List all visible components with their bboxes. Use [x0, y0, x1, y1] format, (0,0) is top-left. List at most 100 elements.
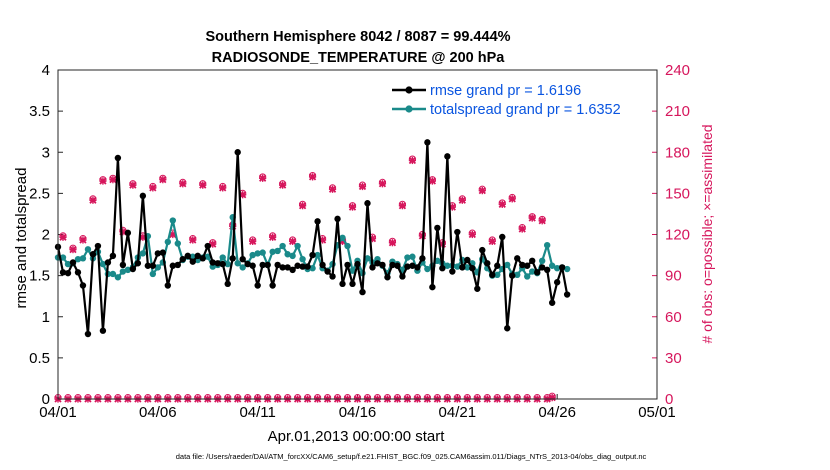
obs-assimilated-point	[498, 200, 506, 208]
totalspread-point	[169, 217, 177, 224]
obs-assimilated-point	[298, 202, 307, 210]
rmse-point	[214, 260, 221, 267]
rmse-point	[394, 262, 401, 269]
rmse-point	[289, 266, 296, 274]
rmse-point	[229, 255, 236, 262]
totalspread-point	[339, 234, 346, 241]
totalspread-point	[224, 260, 231, 268]
rmse-point	[309, 251, 316, 259]
rmse-point	[314, 218, 321, 225]
totalspread-point	[149, 270, 157, 278]
y-right-tick-label: 60	[665, 309, 682, 326]
totalspread-point	[309, 265, 316, 272]
x-axis: 04/01 04/06 04/11 04/16 04/21 04/26 05/01	[39, 394, 676, 421]
rmse-point	[509, 272, 516, 279]
obs-assimilated-point	[548, 393, 556, 402]
rmse-point	[319, 261, 326, 269]
obs-assimilated-point	[478, 186, 486, 195]
rmse-point	[439, 265, 446, 272]
totalspread-point	[514, 271, 521, 279]
obs-assimilated-point	[518, 225, 526, 233]
rmse-point	[104, 259, 112, 266]
rmse-series	[54, 139, 571, 338]
rmse-point	[524, 262, 531, 269]
rmse-point	[184, 252, 191, 260]
chart-title-line2: RADIOSONDE_TEMPERATURE @ 200 hPa	[212, 50, 506, 66]
rmse-point	[84, 330, 92, 338]
rmse-point	[274, 261, 281, 269]
obs-assimilated-point	[328, 185, 337, 193]
rmse-point	[534, 269, 541, 276]
totalspread-point	[404, 254, 411, 261]
totalspread-point	[344, 242, 351, 250]
rmse-point	[563, 291, 571, 298]
obs-assimilated-point	[348, 203, 357, 211]
legend-rmse-label: rmse grand pr = 1.6196	[430, 83, 581, 99]
obs-assimilated-point	[508, 195, 516, 203]
rmse-point	[264, 261, 271, 269]
rmse-point	[558, 264, 566, 271]
obs-assimilated-point	[149, 184, 157, 192]
totalspread-point	[174, 240, 181, 247]
rmse-point	[384, 274, 391, 281]
rmse-point	[419, 255, 426, 262]
obs-assimilated-point	[388, 239, 397, 247]
rmse-point	[89, 251, 97, 258]
totalspread-point	[164, 238, 172, 246]
totalspread-point	[294, 242, 301, 250]
rmse-point	[154, 250, 162, 257]
totalspread-point	[219, 254, 226, 261]
rmse-point	[79, 282, 87, 289]
rmse-point	[434, 224, 441, 232]
obs-assimilated-point	[129, 181, 137, 189]
totalspread-point	[563, 265, 571, 273]
rmse-point	[239, 255, 246, 263]
rmse-point	[199, 255, 206, 262]
rmse-point	[99, 327, 107, 334]
obs-assimilated-point	[278, 181, 287, 189]
y-right-tick-label: 180	[665, 144, 690, 161]
rmse-point	[269, 282, 276, 289]
rmse-point	[349, 280, 356, 288]
rmse-point	[284, 264, 291, 271]
rmse-point	[114, 154, 122, 162]
rmse-point	[169, 262, 177, 269]
right-y-axis: 0 30 60 90 120 150 180 210 240	[652, 62, 690, 408]
rmse-point	[543, 266, 551, 274]
totalspread-point	[494, 271, 501, 279]
rmse-point	[109, 252, 117, 260]
x-tick-label: 04/26	[538, 404, 576, 421]
x-tick-label: 04/16	[339, 404, 377, 421]
totalspread-point	[529, 268, 536, 275]
rmse-point	[144, 262, 152, 269]
rmse-point	[179, 255, 186, 263]
totalspread-point	[139, 250, 147, 257]
rmse-point	[194, 252, 201, 260]
obs-assimilated-point	[219, 184, 227, 192]
rmse-point	[219, 260, 226, 268]
legend-totalspread-label: totalspread grand pr = 1.6352	[430, 102, 621, 118]
rmse-point	[389, 261, 396, 269]
totalspread-point	[289, 252, 296, 260]
x-axis-label: Apr.01,2013 00:00:00 start	[268, 428, 446, 445]
totalspread-point	[464, 264, 471, 271]
totalspread-point	[543, 241, 551, 249]
totalspread-point	[204, 253, 211, 260]
x-tick-label: 05/01	[638, 404, 676, 421]
obs-assimilated-point	[378, 180, 387, 188]
obs-assimilated-point	[59, 233, 67, 241]
totalspread-point	[154, 264, 162, 271]
rmse-point	[59, 269, 67, 276]
rmse-point	[369, 264, 376, 271]
y-left-tick-label: 0.5	[29, 350, 50, 367]
x-tick-label: 04/21	[439, 404, 477, 421]
left-y-axis: 0 0.5 1 1.5 2 2.5 3 3.5 4	[29, 62, 63, 408]
rmse-point	[69, 259, 77, 266]
obs-assimilated-point	[458, 196, 466, 204]
x-tick-label: 04/06	[139, 404, 177, 421]
y-left-tick-label: 0	[42, 391, 50, 408]
y-axis-label-left: rmse and totalspread	[13, 168, 30, 309]
obs-assimilated-point	[468, 230, 476, 239]
rmse-point	[479, 246, 486, 254]
totalspread-point	[349, 267, 356, 274]
